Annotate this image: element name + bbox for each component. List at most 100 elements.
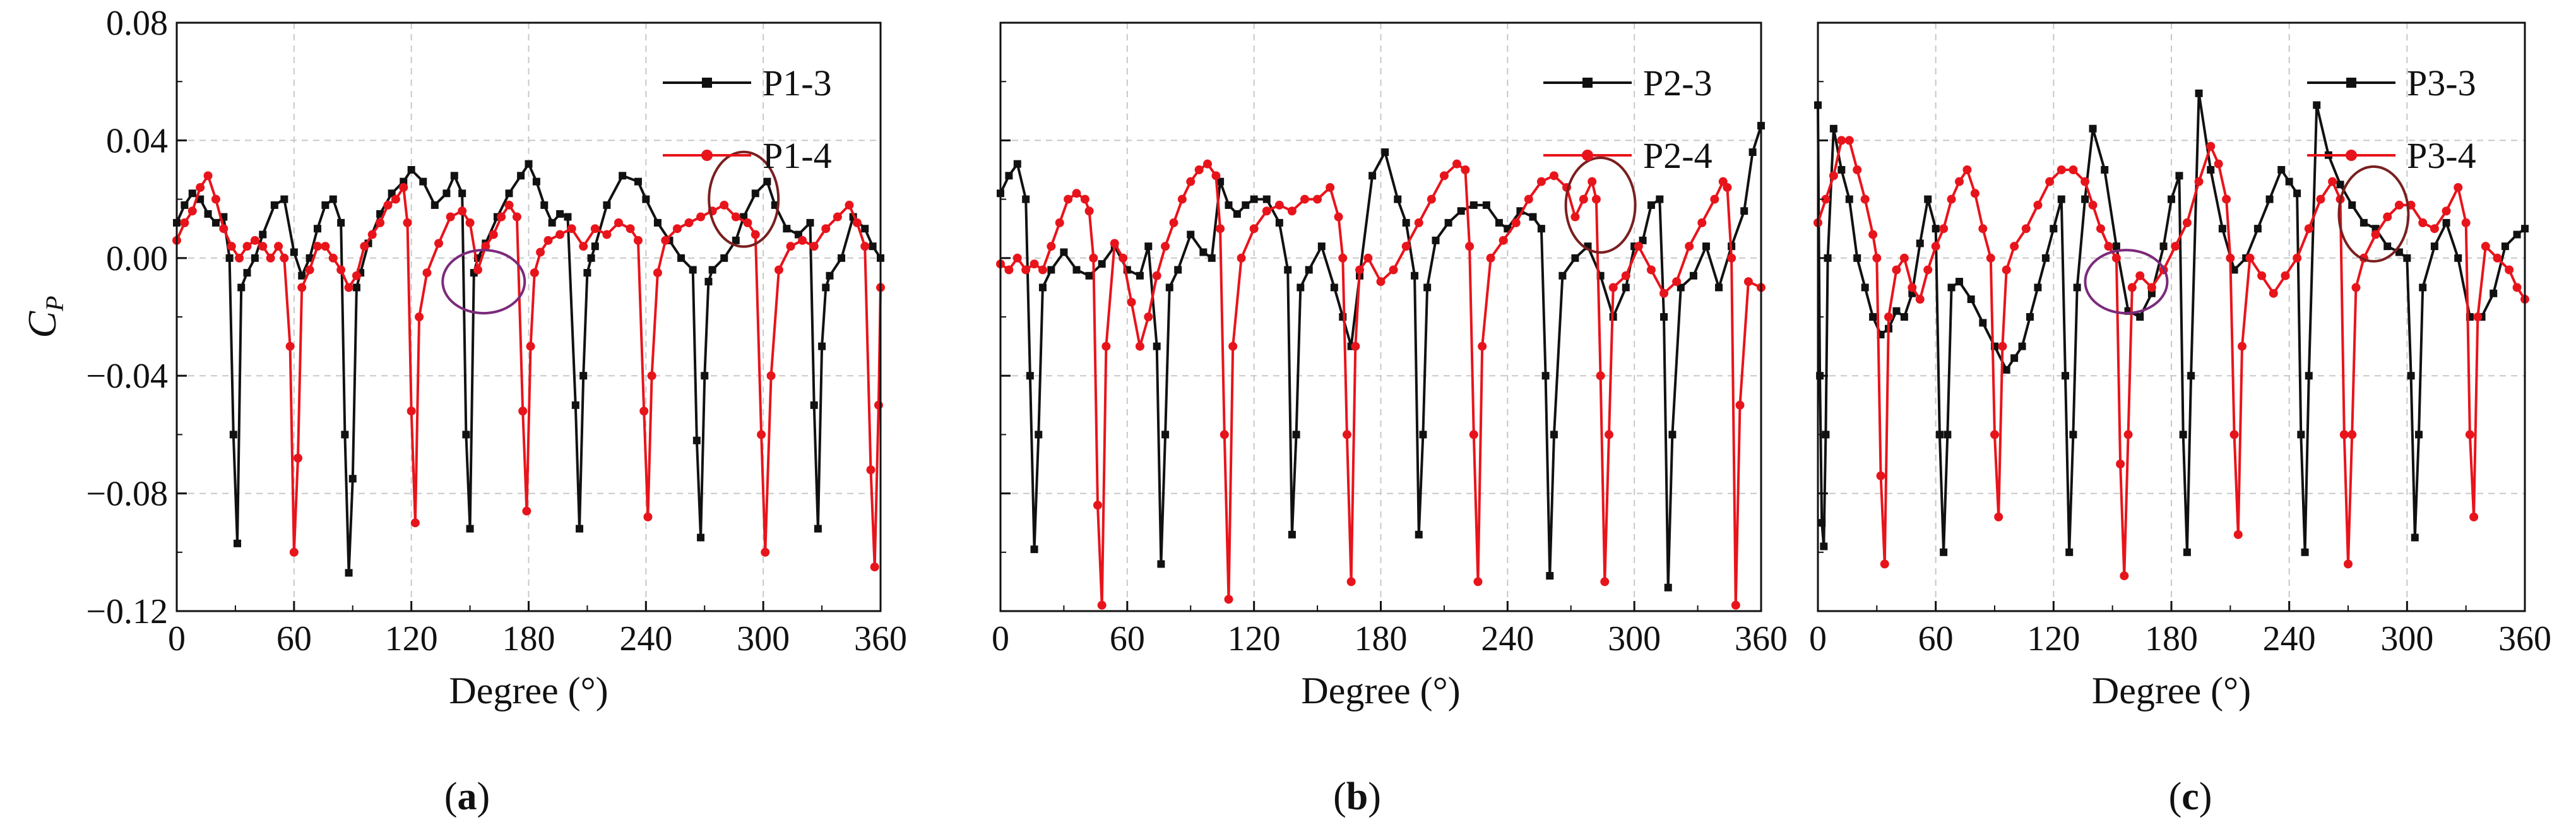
data-point	[2033, 200, 2043, 210]
data-point	[1570, 212, 1580, 222]
data-point	[763, 177, 771, 186]
data-point	[1274, 200, 1284, 210]
data-point	[2073, 283, 2081, 292]
data-point	[314, 225, 321, 233]
data-point	[672, 224, 682, 234]
data-point	[2010, 242, 2019, 251]
data-point	[1414, 218, 1423, 227]
data-point	[2111, 253, 2121, 263]
data-point	[1900, 313, 1908, 321]
data-point	[1216, 177, 1225, 186]
data-point	[1169, 218, 1178, 227]
x-tick-label: 180	[2145, 619, 2198, 658]
data-point	[2245, 253, 2255, 263]
data-point	[1579, 194, 1588, 204]
data-point	[1110, 239, 1119, 248]
data-point	[294, 453, 303, 463]
data-point	[626, 224, 635, 234]
data-point	[2301, 548, 2309, 556]
data-point	[1944, 431, 1952, 439]
data-point	[196, 195, 205, 203]
data-point	[1821, 194, 1831, 204]
data-point	[1931, 242, 1940, 251]
data-point	[634, 177, 642, 186]
data-point	[1656, 195, 1664, 203]
data-point	[2002, 265, 2011, 275]
data-point	[861, 225, 869, 233]
data-point	[1233, 210, 1241, 218]
data-point	[2348, 201, 2356, 209]
data-point	[1351, 342, 1360, 351]
data-point	[504, 200, 514, 210]
data-point	[1861, 283, 1869, 292]
data-point	[1588, 177, 1597, 186]
data-point	[2120, 571, 2129, 581]
annotation-ellipse-brown	[2337, 165, 2410, 263]
data-point	[1605, 430, 1613, 439]
caption-b-open: (	[1333, 775, 1346, 818]
data-point	[1174, 266, 1182, 274]
data-point	[1216, 224, 1225, 234]
data-point	[306, 254, 314, 262]
data-point	[822, 283, 830, 292]
data-point	[2195, 89, 2203, 97]
data-point	[1844, 136, 1854, 145]
data-point	[2080, 177, 2090, 186]
data-point	[1668, 431, 1677, 439]
data-point	[1127, 297, 1136, 307]
data-point	[2168, 195, 2175, 203]
data-point	[2230, 266, 2238, 274]
data-point	[653, 268, 662, 278]
data-point	[2304, 224, 2313, 234]
data-point	[1659, 289, 1669, 298]
data-point	[1439, 171, 1449, 181]
caption-a-open: (	[444, 775, 458, 818]
series-P2-4	[996, 159, 1766, 610]
data-point	[442, 189, 451, 198]
data-point	[1035, 431, 1043, 439]
data-point	[1093, 501, 1102, 510]
data-point	[1845, 195, 1853, 203]
data-point	[225, 254, 234, 262]
y-tick-label: 0.08	[106, 4, 168, 43]
data-point	[419, 177, 427, 186]
data-point	[481, 242, 490, 251]
data-point	[1452, 159, 1461, 169]
data-point	[1355, 265, 1365, 275]
data-point	[1004, 265, 1014, 275]
annotation-ellipse-purple	[2084, 249, 2169, 315]
data-point	[619, 172, 627, 180]
y-axis-label: CP	[20, 295, 69, 338]
data-point	[2473, 312, 2483, 321]
data-point	[1013, 160, 1021, 168]
data-point	[643, 512, 653, 521]
data-point	[1955, 177, 1964, 186]
data-point	[1660, 313, 1668, 321]
data-point	[2419, 283, 2427, 292]
legend-marker-P1-3	[702, 78, 712, 88]
data-point	[234, 539, 242, 547]
data-point	[305, 265, 314, 275]
data-point	[821, 224, 831, 234]
legend-marker-P2-3	[1582, 78, 1593, 88]
data-point	[422, 268, 432, 278]
x-axis-label: Degree (°)	[1301, 670, 1460, 711]
data-point	[1144, 242, 1153, 251]
data-point	[2171, 242, 2180, 251]
data-point	[1932, 225, 1940, 233]
data-point	[1967, 295, 1975, 304]
data-point	[181, 201, 189, 209]
data-point	[751, 230, 760, 239]
data-point	[2222, 194, 2231, 204]
data-point	[285, 342, 295, 351]
data-point	[1935, 431, 1944, 439]
data-point	[403, 218, 412, 227]
data-point	[2226, 253, 2235, 263]
data-point	[1135, 342, 1144, 351]
data-point	[1055, 218, 1064, 227]
data-point	[2135, 271, 2145, 280]
data-point	[1072, 266, 1081, 274]
data-point	[1165, 283, 1173, 292]
data-point	[579, 242, 588, 251]
x-tick-label: 120	[1228, 619, 1281, 658]
